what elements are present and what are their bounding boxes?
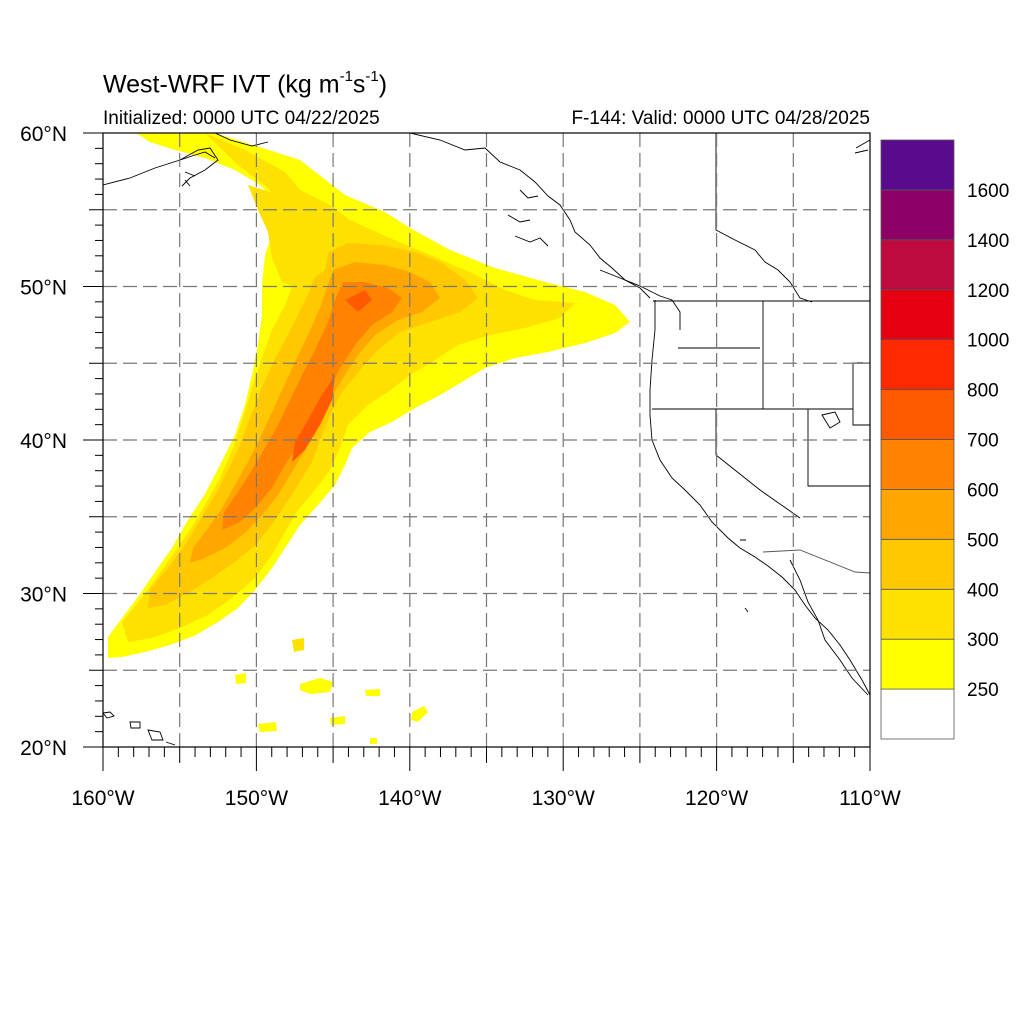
interior-states	[763, 301, 870, 486]
title-exponent-1: -1	[340, 68, 353, 85]
colorbar-box	[881, 689, 954, 739]
y-tick-label: 30°N	[20, 584, 67, 607]
colorbar-box	[881, 290, 954, 340]
haida-gwaii	[508, 190, 548, 246]
x-tick-label: 160°W	[71, 787, 134, 810]
colorbar-box	[881, 639, 954, 689]
colorbar-label: 1200	[967, 281, 1009, 302]
x-tick-label: 120°W	[685, 787, 748, 810]
initialized-time: Initialized: 0000 UTC 04/22/2025	[103, 108, 380, 130]
us-west-coast	[650, 300, 870, 695]
colorbar-label: 700	[967, 431, 999, 452]
colorbar-box	[881, 240, 954, 290]
plot-title: West-WRF IVT (kg m-1s-1)	[103, 70, 387, 99]
ivt-patch-h	[370, 738, 377, 744]
colorbar-box	[881, 340, 954, 390]
ivt-patch-g	[365, 689, 380, 696]
title-exponent-2: -1	[365, 68, 378, 85]
axis-ticks	[83, 133, 870, 771]
colorbar-box	[881, 539, 954, 589]
colorbar-label: 1600	[967, 181, 1009, 202]
hudson-bay-edge	[855, 140, 870, 153]
colorbar-label: 1000	[967, 331, 1009, 352]
x-tick-label: 130°W	[532, 787, 595, 810]
colorbar-label: 250	[967, 680, 999, 701]
ivt-patch-f	[411, 706, 428, 722]
dashed-gridlines	[103, 133, 870, 747]
ca-nv-border	[716, 409, 800, 518]
colorbar-label: 300	[967, 630, 999, 651]
x-tick-label: 140°W	[378, 787, 441, 810]
colorbar-label: 400	[967, 580, 999, 601]
y-tick-label: 20°N	[20, 737, 67, 760]
us-mexico-border	[763, 550, 870, 573]
ivt-patch-e	[258, 722, 277, 732]
colorbar-label: 1400	[967, 231, 1009, 252]
title-middle: s	[353, 70, 366, 98]
x-tick-label: 110°W	[839, 787, 901, 810]
x-tick-label: 150°W	[225, 787, 288, 810]
colorbar: 250 300 400 500 600 700 800 1000 1200 1400 1600	[881, 140, 1009, 739]
hawaii-islands	[103, 712, 175, 745]
ivt-patch-d	[330, 716, 345, 725]
ivt-patch-c	[300, 678, 333, 694]
colorbar-box	[881, 390, 954, 440]
colorbar-label: 800	[967, 381, 999, 402]
great-salt-lake	[822, 412, 840, 428]
ivt-patch-a	[292, 638, 304, 652]
valid-time: F-144: Valid: 0000 UTC 04/28/2025	[571, 108, 870, 130]
y-tick-label: 40°N	[20, 430, 67, 453]
colorbar-box	[881, 140, 954, 190]
title-prefix: West-WRF IVT (kg m	[103, 70, 340, 98]
colorbar-label: 500	[967, 530, 999, 551]
colorbar-box	[881, 190, 954, 240]
title-suffix: )	[379, 70, 387, 98]
ivt-patch-b	[235, 673, 246, 684]
colorbar-label: 600	[967, 480, 999, 501]
colorbar-box	[881, 589, 954, 639]
ivt-plume	[108, 133, 630, 744]
baja-gulf-coast	[790, 560, 868, 695]
y-tick-label: 60°N	[20, 123, 67, 146]
axis-labels: 160°W 150°W 140°W 130°W 120°W 110°W 20°N 30°N 40…	[20, 123, 901, 810]
alaska-islets	[185, 172, 195, 186]
bc-alberta-border	[716, 133, 812, 302]
colorbar-box	[881, 440, 954, 490]
colorbar-box	[881, 489, 954, 539]
y-tick-label: 50°N	[20, 277, 67, 300]
